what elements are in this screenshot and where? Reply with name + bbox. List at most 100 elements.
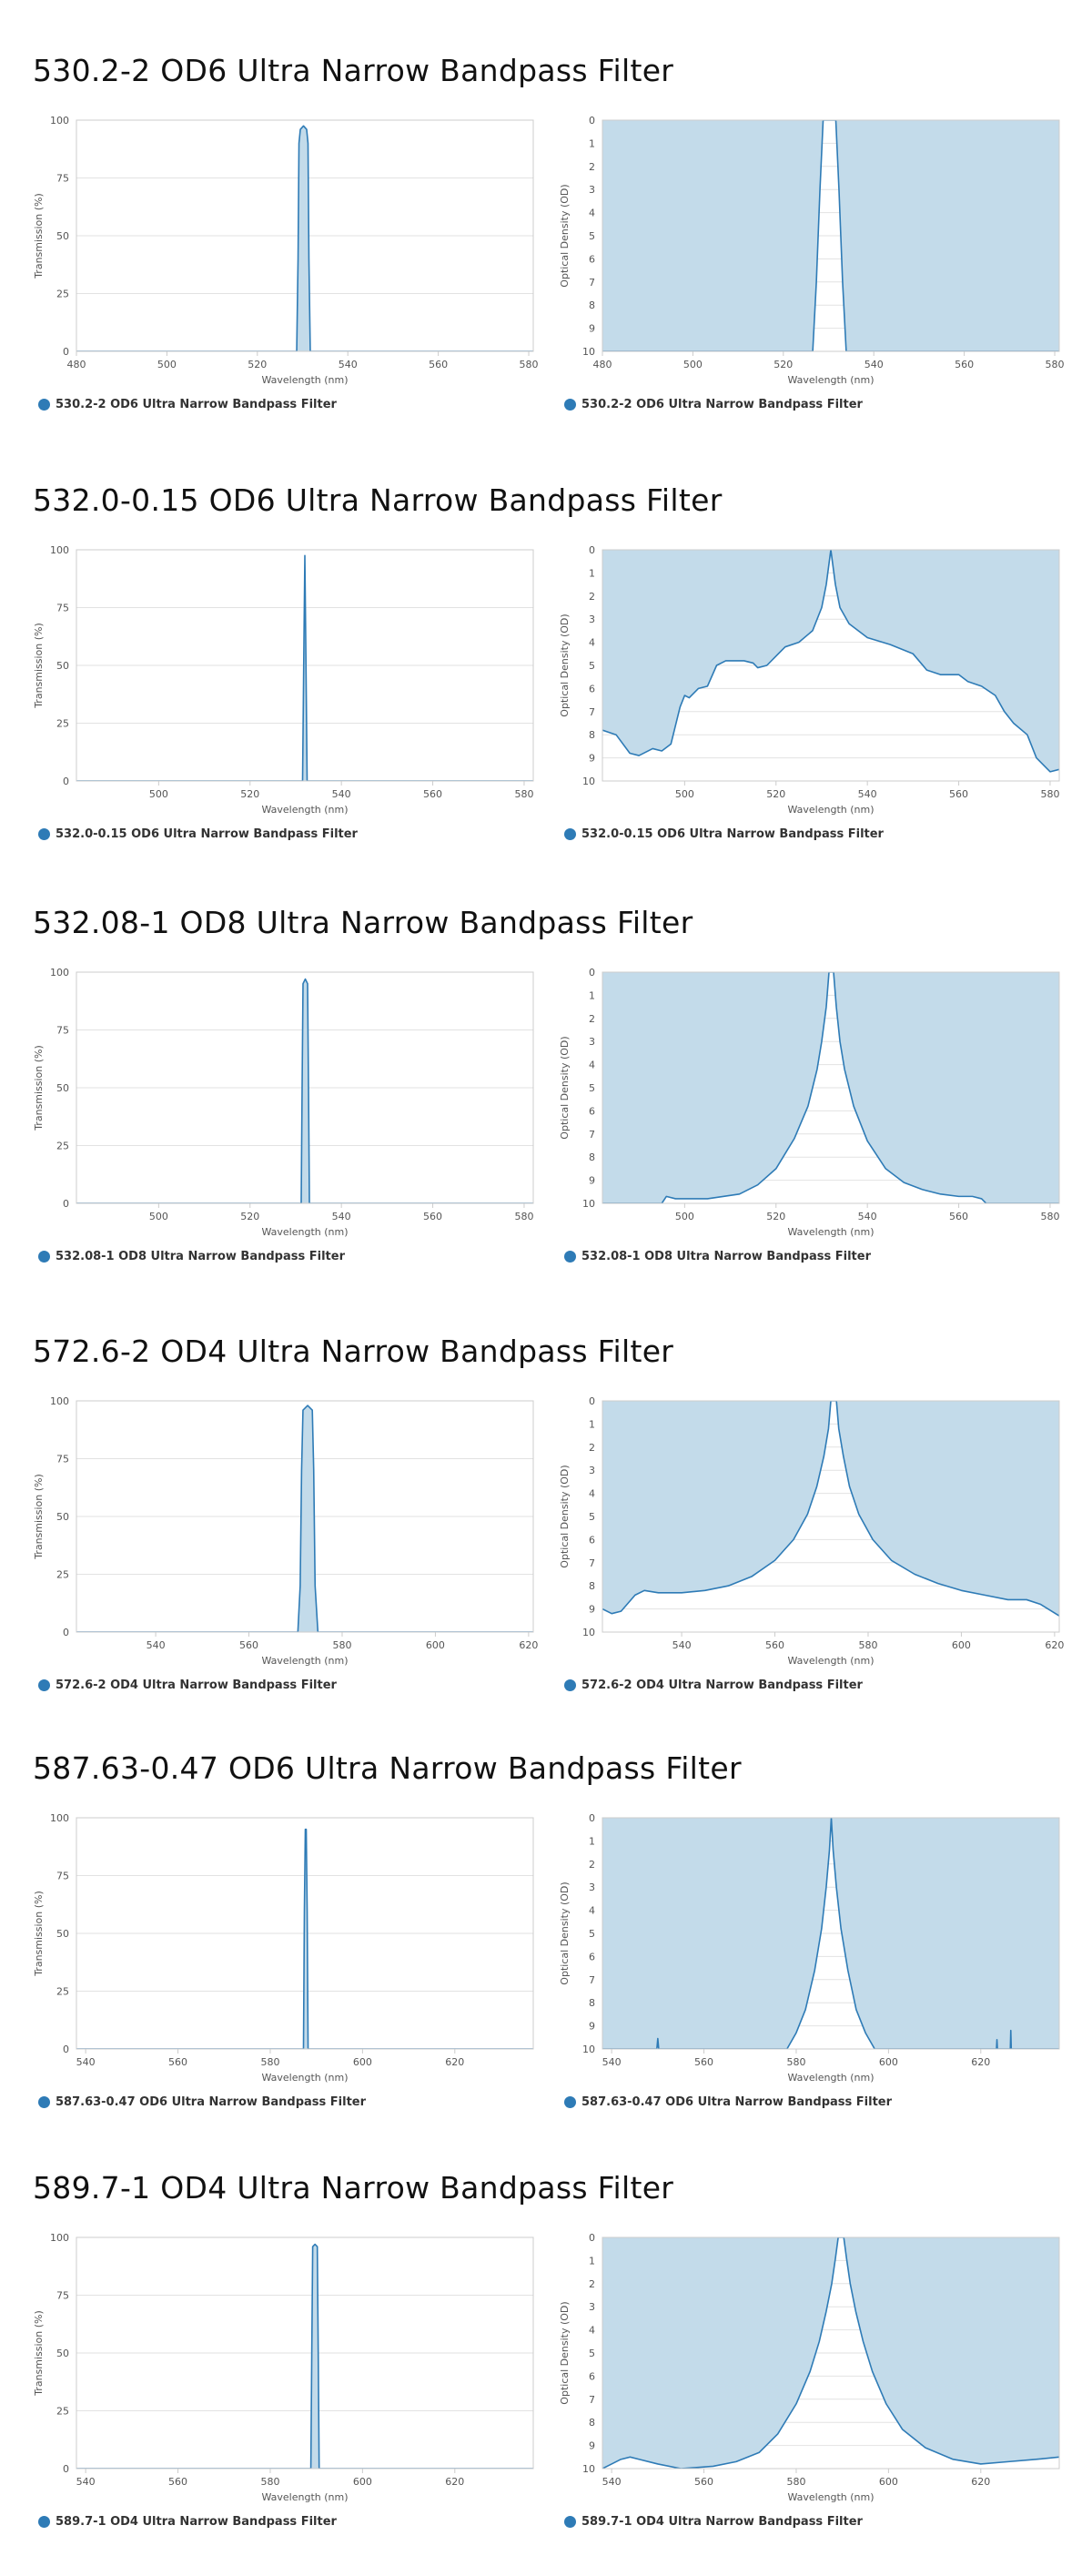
y-axis-title: Transmission (%) [33, 2310, 45, 2397]
x-tick-label: 600 [426, 1639, 445, 1651]
y-tick-label: 10 [582, 346, 595, 358]
y-tick-label: 0 [589, 544, 595, 556]
y-tick-label: 6 [589, 253, 595, 265]
legend-item[interactable]: 532.0-0.15 OD6 Ultra Narrow Bandpass Fil… [38, 827, 358, 841]
legend-label: 532.08-1 OD8 Ultra Narrow Bandpass Filte… [56, 1250, 345, 1263]
x-tick-label: 580 [1046, 359, 1065, 370]
x-axis-title: Wavelength (nm) [261, 2491, 348, 2503]
legend-item[interactable]: 532.08-1 OD8 Ultra Narrow Bandpass Filte… [38, 1250, 345, 1263]
transmission-chart: 0 25 50 75 100 480 500 520 540 560 580 Wavelength (… [33, 115, 539, 386]
x-tick-label: 560 [168, 2056, 187, 2068]
y-tick-label: 0 [589, 2232, 595, 2244]
legend-item[interactable]: 589.7-1 OD4 Ultra Narrow Bandpass Filter [38, 2515, 337, 2529]
y-tick-label: 5 [589, 1082, 595, 1094]
legend-item[interactable]: 589.7-1 OD4 Ultra Narrow Bandpass Filter [564, 2515, 863, 2529]
legend-item[interactable]: 587.63-0.47 OD6 Ultra Narrow Bandpass Fi… [38, 2095, 366, 2109]
y-tick-label: 1 [589, 1418, 595, 1430]
section-title: 530.2-2 OD6 Ultra Narrow Bandpass Filter [33, 53, 674, 88]
series-area [76, 2244, 533, 2469]
x-tick-label: 580 [786, 2476, 805, 2488]
y-tick-label: 0 [63, 1627, 69, 1638]
x-tick-label: 600 [353, 2056, 372, 2068]
x-axis-title: Wavelength (nm) [787, 1655, 874, 1667]
x-tick-label: 540 [332, 788, 351, 800]
series-line [76, 554, 533, 781]
plot-frame [602, 1817, 1060, 2050]
y-tick-label: 8 [589, 1997, 595, 2009]
y-tick-label: 4 [589, 1060, 595, 1071]
y-axis-title: Transmission (%) [33, 1474, 45, 1560]
y-tick-label: 8 [589, 299, 595, 311]
y-tick-label: 50 [56, 2348, 69, 2359]
y-axis-title: Optical Density (OD) [559, 1036, 571, 1139]
series-area [602, 2237, 1059, 2469]
legend-label: 572.6-2 OD4 Ultra Narrow Bandpass Filter [581, 1678, 863, 1692]
legend-dot-icon [38, 1679, 50, 1691]
y-axis-title: Optical Density (OD) [559, 184, 571, 287]
y-tick-label: 75 [56, 1871, 69, 1882]
y-tick-label: 4 [589, 637, 595, 649]
x-tick-label: 560 [949, 1211, 968, 1222]
y-tick-label: 8 [589, 2417, 595, 2429]
y-tick-label: 6 [589, 2370, 595, 2382]
y-tick-label: 7 [589, 1974, 595, 1986]
y-tick-label: 9 [589, 753, 595, 765]
y-tick-label: 75 [56, 1454, 69, 1465]
legend-label: 532.0-0.15 OD6 Ultra Narrow Bandpass Fil… [56, 827, 358, 841]
legend-item[interactable]: 572.6-2 OD4 Ultra Narrow Bandpass Filter [38, 1678, 337, 1692]
x-tick-label: 540 [858, 1211, 877, 1222]
legend-label: 532.0-0.15 OD6 Ultra Narrow Bandpass Fil… [581, 827, 884, 841]
x-tick-label: 560 [239, 1639, 258, 1651]
y-tick-label: 75 [56, 1025, 69, 1037]
legend-item[interactable]: 530.2-2 OD6 Ultra Narrow Bandpass Filter [38, 398, 337, 411]
y-tick-label: 3 [589, 184, 595, 196]
y-tick-label: 5 [589, 2348, 595, 2359]
od-chart: 0 1 2 3 4 5 6 7 8 9 10 500 520 540 560 580 Wavelength (n… [559, 544, 1060, 816]
legend-item[interactable]: 532.0-0.15 OD6 Ultra Narrow Bandpass Fil… [564, 827, 884, 841]
y-axis-title: Transmission (%) [33, 1891, 45, 1977]
y-tick-label: 25 [56, 1569, 69, 1581]
y-tick-label: 6 [589, 1534, 595, 1546]
x-tick-label: 580 [332, 1639, 351, 1651]
x-tick-label: 540 [76, 2476, 96, 2488]
x-tick-label: 560 [955, 359, 974, 370]
plot-frame [76, 971, 534, 1204]
x-axis-title: Wavelength (nm) [261, 2072, 348, 2084]
legend-item[interactable]: 530.2-2 OD6 Ultra Narrow Bandpass Filter [564, 398, 863, 411]
y-tick-label: 2 [589, 1013, 595, 1025]
legend-item[interactable]: 587.63-0.47 OD6 Ultra Narrow Bandpass Fi… [564, 2095, 892, 2109]
x-tick-label: 580 [514, 1211, 533, 1222]
y-tick-label: 75 [56, 603, 69, 614]
legend-dot-icon [38, 1251, 50, 1263]
legend-label: 532.08-1 OD8 Ultra Narrow Bandpass Filte… [581, 1250, 871, 1263]
plot-frame [76, 2236, 534, 2470]
plot-frame [76, 119, 534, 352]
y-tick-label: 0 [63, 1198, 69, 1210]
legend-dot-icon [564, 1679, 576, 1691]
legend-item[interactable]: 532.08-1 OD8 Ultra Narrow Bandpass Filte… [564, 1250, 871, 1263]
y-tick-label: 7 [589, 706, 595, 718]
y-tick-label: 9 [589, 2021, 595, 2033]
y-tick-label: 10 [582, 1627, 595, 1638]
x-tick-label: 600 [879, 2476, 898, 2488]
od-chart: 0 1 2 3 4 5 6 7 8 9 10 500 520 540 560 580 Wavelength (n… [559, 967, 1060, 1238]
transmission-chart: 0 25 50 75 100 540 560 580 600 620 Wavelength (nm)… [33, 1812, 534, 2084]
series-area [602, 120, 1059, 351]
y-tick-label: 0 [589, 115, 595, 127]
x-tick-label: 500 [683, 359, 703, 370]
y-tick-label: 7 [589, 2394, 595, 2406]
od-chart: 0 1 2 3 4 5 6 7 8 9 10 540 560 580 600 620 Wavelength (n… [559, 1812, 1060, 2084]
legend-item[interactable]: 572.6-2 OD4 Ultra Narrow Bandpass Filter [564, 1678, 863, 1692]
x-tick-label: 580 [514, 788, 533, 800]
x-tick-label: 560 [429, 359, 448, 370]
y-tick-label: 75 [56, 2290, 69, 2302]
y-tick-label: 2 [589, 161, 595, 173]
legend-dot-icon [38, 828, 50, 840]
legend-label: 589.7-1 OD4 Ultra Narrow Bandpass Filter [56, 2515, 337, 2529]
series-area [602, 972, 1059, 1203]
x-tick-label: 620 [1045, 1639, 1064, 1651]
y-tick-label: 3 [589, 1465, 595, 1476]
x-tick-label: 620 [971, 2056, 990, 2068]
y-tick-label: 4 [589, 1905, 595, 1917]
plot-frame [602, 971, 1060, 1204]
